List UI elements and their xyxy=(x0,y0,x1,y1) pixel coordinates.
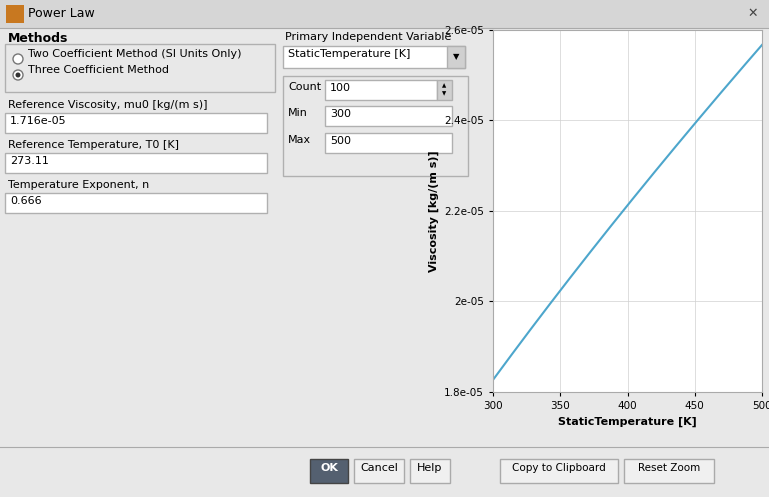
Text: Primary Independent Variable: Primary Independent Variable xyxy=(285,32,451,42)
Text: 300: 300 xyxy=(330,109,351,119)
FancyBboxPatch shape xyxy=(6,5,24,23)
Text: Help: Help xyxy=(418,463,443,473)
Circle shape xyxy=(13,54,23,64)
FancyBboxPatch shape xyxy=(624,459,714,483)
FancyBboxPatch shape xyxy=(410,459,450,483)
Circle shape xyxy=(13,70,23,80)
Text: 273.11: 273.11 xyxy=(10,156,49,166)
Text: ▼: ▼ xyxy=(442,91,446,96)
Text: Count: Count xyxy=(288,82,321,92)
X-axis label: StaticTemperature [K]: StaticTemperature [K] xyxy=(558,416,697,427)
Text: 500: 500 xyxy=(330,136,351,146)
Circle shape xyxy=(15,73,21,78)
Text: Two Coefficient Method (SI Units Only): Two Coefficient Method (SI Units Only) xyxy=(28,49,241,59)
Text: Copy to Clipboard: Copy to Clipboard xyxy=(512,463,606,473)
Y-axis label: Viscosity [kg/(m s)]: Viscosity [kg/(m s)] xyxy=(428,150,438,272)
Text: 1.716e-05: 1.716e-05 xyxy=(10,116,67,126)
FancyBboxPatch shape xyxy=(5,193,267,213)
FancyBboxPatch shape xyxy=(354,459,404,483)
FancyBboxPatch shape xyxy=(310,459,348,483)
Text: Three Coefficient Method: Three Coefficient Method xyxy=(28,65,169,75)
Text: Min: Min xyxy=(288,108,308,118)
FancyBboxPatch shape xyxy=(447,46,465,68)
Text: StaticTemperature [K]: StaticTemperature [K] xyxy=(288,49,411,59)
FancyBboxPatch shape xyxy=(325,133,452,153)
FancyBboxPatch shape xyxy=(0,28,769,447)
Text: ✕: ✕ xyxy=(747,7,758,20)
FancyBboxPatch shape xyxy=(283,46,465,68)
Text: ▼: ▼ xyxy=(453,52,459,61)
FancyBboxPatch shape xyxy=(500,459,618,483)
FancyBboxPatch shape xyxy=(325,80,437,100)
FancyBboxPatch shape xyxy=(437,80,452,100)
Text: Temperature Exponent, n: Temperature Exponent, n xyxy=(8,180,149,190)
FancyBboxPatch shape xyxy=(0,447,769,497)
FancyBboxPatch shape xyxy=(283,76,468,176)
FancyBboxPatch shape xyxy=(5,113,267,133)
Text: Max: Max xyxy=(288,135,311,145)
FancyBboxPatch shape xyxy=(5,153,267,173)
Text: Reference Viscosity, mu0 [kg/(m s)]: Reference Viscosity, mu0 [kg/(m s)] xyxy=(8,100,208,110)
FancyBboxPatch shape xyxy=(5,44,275,92)
FancyBboxPatch shape xyxy=(0,0,769,28)
FancyBboxPatch shape xyxy=(325,106,452,126)
Text: Cancel: Cancel xyxy=(360,463,398,473)
Text: Methods: Methods xyxy=(8,32,68,45)
Text: Reference Temperature, T0 [K]: Reference Temperature, T0 [K] xyxy=(8,140,179,150)
Text: 0.666: 0.666 xyxy=(10,196,42,206)
Text: Reset Zoom: Reset Zoom xyxy=(638,463,700,473)
Text: Power Law: Power Law xyxy=(28,7,95,20)
Text: 100: 100 xyxy=(330,83,351,93)
Text: OK: OK xyxy=(320,463,338,473)
Text: ▲: ▲ xyxy=(442,83,446,88)
